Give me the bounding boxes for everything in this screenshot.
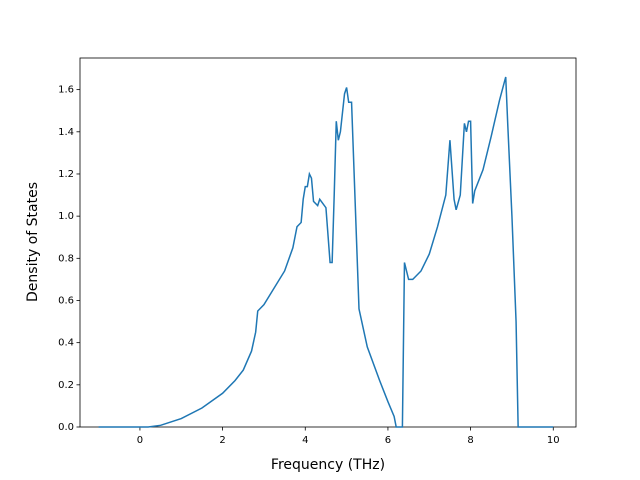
plot-frame [79, 57, 577, 428]
y-tick-label: 0.2 [58, 380, 74, 391]
x-tick-label: 2 [219, 435, 225, 446]
y-tick-label: 1.2 [58, 169, 74, 180]
x-tick-label: 8 [467, 435, 473, 446]
y-tick-label: 1.0 [58, 211, 74, 222]
y-tick-label: 0.8 [58, 253, 74, 264]
x-tick-label: 10 [547, 435, 560, 446]
x-tick-label: 0 [137, 435, 143, 446]
x-tick-label: 6 [385, 435, 391, 446]
y-tick-label: 0.4 [58, 338, 74, 349]
x-axis-label: Frequency (THz) [271, 457, 385, 473]
y-tick-label: 0.6 [58, 295, 74, 306]
y-tick-label: 1.6 [58, 85, 74, 96]
y-tick-label: 1.4 [58, 127, 74, 138]
y-tick-label: 0.0 [58, 422, 74, 433]
y-axis-label: Density of States [25, 182, 41, 302]
x-tick-label: 4 [302, 435, 308, 446]
data-line [98, 76, 554, 428]
